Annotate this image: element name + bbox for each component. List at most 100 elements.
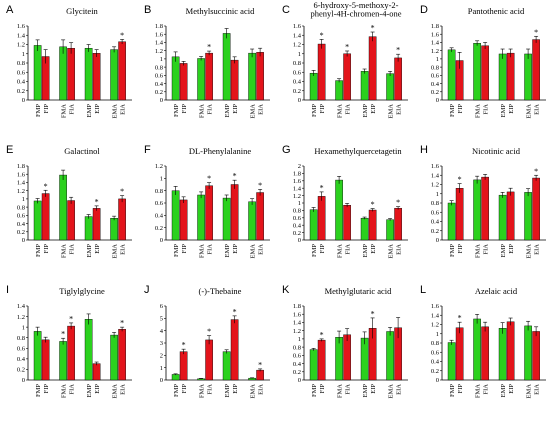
y-tick-label: 0.8: [431, 64, 439, 71]
y-tick-label: 0.6: [431, 73, 440, 80]
bar-eia: [394, 57, 402, 101]
bar-fip: [179, 351, 188, 381]
x-tick-label: EMP: [224, 384, 231, 398]
bar-fma: [335, 337, 343, 381]
x-tick-label: EMP: [362, 384, 369, 398]
significance-star: *: [371, 309, 375, 318]
x-tick-label: FMA: [474, 104, 481, 118]
y-tick-label: 1.4: [431, 312, 440, 319]
y-tick-label: 0.8: [155, 64, 163, 71]
x-tick-label: EIP: [94, 244, 101, 254]
y-tick-label: 0: [22, 377, 25, 384]
x-tick-label: FIP: [43, 244, 50, 254]
bar-ema: [524, 53, 532, 101]
bar-fma: [335, 80, 343, 101]
bar-ema: [386, 73, 394, 101]
y-tick-label: 0: [160, 97, 163, 104]
bar-fip: [41, 193, 50, 241]
x-tick-label: EIA: [395, 384, 402, 395]
bar-fia: [481, 326, 489, 381]
significance-star: *: [69, 314, 73, 323]
x-tick-label: EMA: [387, 104, 394, 119]
bar-eia: [118, 41, 126, 101]
y-tick-label: 0.4: [293, 79, 302, 86]
x-tick-label: FIA: [206, 384, 213, 395]
x-tick-label: EMP: [86, 104, 93, 118]
x-tick-label: FMA: [336, 244, 343, 258]
x-tick-label: FIA: [344, 384, 351, 395]
bar-fia: [67, 48, 75, 101]
y-tick-label: 0.2: [17, 88, 25, 95]
bar-fip: [179, 63, 188, 101]
x-tick-label: EIA: [119, 104, 126, 115]
y-tick-label: 1.4: [293, 185, 302, 192]
panel-title-line: 6-hydroxy-5-methoxy-2-: [314, 0, 399, 10]
panel-letter: K: [282, 284, 290, 296]
bar-fia: [205, 52, 213, 101]
y-tick-label: 0: [436, 377, 439, 384]
x-tick-label: FIA: [68, 104, 75, 115]
bar-emp: [222, 351, 231, 381]
y-tick-label: 0: [160, 377, 163, 384]
x-tick-label: EIA: [395, 104, 402, 115]
x-tick-label: EMP: [86, 384, 93, 398]
y-tick-label: 1.2: [293, 328, 301, 335]
x-tick-label: EIA: [533, 384, 540, 395]
bar-eia: [532, 177, 540, 241]
x-tick-label: EMA: [525, 244, 532, 259]
y-tick-label: 1.2: [431, 182, 439, 189]
bar-emp: [84, 319, 93, 381]
bar-fma: [59, 341, 67, 381]
x-tick-label: FIA: [68, 244, 75, 255]
y-tick-label: 1.4: [431, 40, 440, 47]
x-tick-label: EMA: [111, 244, 118, 259]
x-tick-label: EIA: [257, 104, 264, 115]
y-tick-label: 0.8: [431, 200, 439, 207]
y-tick-label: 0: [298, 237, 301, 244]
x-tick-label: EIP: [232, 104, 239, 114]
y-tick-label: 1.2: [431, 322, 439, 329]
bar-fmp: [447, 49, 456, 101]
y-tick-label: 0.4: [155, 81, 164, 88]
x-tick-label: EIP: [94, 384, 101, 394]
x-tick-label: EIP: [232, 384, 239, 394]
y-tick-label: 1.4: [17, 303, 26, 310]
y-tick-label: 0.4: [17, 221, 26, 228]
y-tick-label: 0.6: [293, 353, 302, 360]
y-tick-label: 1: [436, 56, 439, 63]
y-tick-label: 0: [436, 237, 439, 244]
panel-title: Methylglutaric acid: [325, 286, 393, 296]
x-tick-label: FMA: [336, 384, 343, 398]
significance-star: *: [320, 330, 324, 339]
significance-star: *: [61, 330, 65, 339]
y-tick-label: 1.6: [431, 31, 440, 38]
significance-star: *: [371, 200, 375, 209]
panel-l: L Azelaic acid 0 0.2 0.4 0.6 0.8 1 1.2 1.4 1.6 FMP *…: [420, 284, 546, 398]
x-tick-label: FIA: [206, 244, 213, 255]
x-tick-label: FIA: [482, 104, 489, 115]
y-tick-label: 1.6: [293, 23, 302, 30]
significance-star: *: [233, 172, 237, 181]
x-tick-label: EIP: [370, 104, 377, 114]
y-tick-label: 0.6: [431, 349, 440, 356]
panel-d: D Pantothenic acid 00.20.40.6 0.811.21.4 1.6…: [420, 4, 546, 118]
y-tick-label: 0: [298, 97, 301, 104]
panel-j: J (-)-Thebaine 0 1 2 3 4 5 6 FMP * FIP FMA * FIA EMP * EI…: [144, 284, 270, 398]
bar-fia: [205, 185, 213, 241]
x-tick-label: FMP: [449, 244, 456, 257]
x-tick-label: EMP: [362, 244, 369, 258]
panel-title-line: phenyl-4H-chromen-4-one: [310, 9, 401, 19]
y-tick-label: 0: [298, 377, 301, 384]
x-tick-label: FMP: [311, 104, 318, 117]
x-tick-label: FIP: [319, 104, 326, 114]
y-tick-label: 1.6: [431, 163, 440, 170]
significance-star: *: [233, 307, 237, 316]
y-tick-label: 6: [160, 303, 164, 310]
y-tick-label: 1: [160, 56, 163, 63]
significance-star: *: [207, 327, 211, 336]
x-tick-label: EIA: [257, 384, 264, 395]
bar-fmp: [447, 202, 456, 241]
panel-b: B Methylsuccinic acid 00.20.40.6 0.811.21.4…: [144, 4, 270, 118]
y-tick-label: 3: [160, 340, 163, 347]
x-tick-label: FIP: [181, 384, 188, 394]
